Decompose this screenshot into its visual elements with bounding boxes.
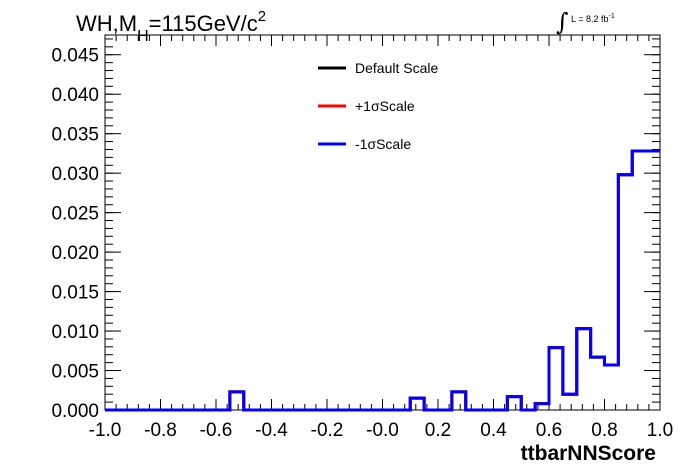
chart-title: WH,MH=115GeV/c2 — [76, 8, 266, 46]
series-group — [105, 149, 660, 412]
x-tick-label: 0.2 — [425, 420, 451, 441]
x-tick-label: 1.0 — [647, 420, 673, 441]
integral-symbol: ∫ — [556, 8, 569, 36]
y-tick-label: 0.005 — [51, 362, 99, 383]
luminosity-text: L = 8.2 fb — [571, 14, 609, 24]
legend-label: -1σScale — [355, 136, 411, 152]
title-prefix: WH,M — [76, 11, 138, 36]
y-tick-label: 0.010 — [51, 322, 99, 343]
luminosity-exponent: -1 — [608, 13, 615, 20]
y-tick-label: 0.025 — [51, 204, 99, 225]
y-tick-label: 0.035 — [51, 125, 99, 146]
axes-group: -1.0 -0.8 -0.6 -0.4 -0.2 -0.0 0.2 0.4 0.6 0.8 1.0 0… — [51, 35, 673, 441]
legend-label: Default Scale — [355, 60, 438, 76]
x-tick-label: 0.6 — [536, 420, 562, 441]
x-tick-label: 0.4 — [480, 420, 507, 441]
y-tick-label: 0.015 — [51, 283, 99, 304]
x-tick-label: -0.2 — [311, 420, 344, 441]
y-tick-label: 0.030 — [51, 164, 99, 185]
x-tick-label: -0.8 — [144, 420, 177, 441]
y-tick-label: 0.000 — [51, 401, 99, 422]
y-tick-label: 0.045 — [51, 46, 99, 67]
legend-label: +1σScale — [355, 98, 415, 114]
legend: Default Scale +1σScale -1σScale — [318, 60, 438, 152]
x-tick-label: -0.0 — [366, 420, 399, 441]
y-tick-label: 0.020 — [51, 243, 99, 264]
y-tick-label: 0.040 — [51, 85, 99, 106]
x-tick-label: -0.6 — [200, 420, 233, 441]
x-tick-label: 0.8 — [591, 420, 617, 441]
x-tick-label: -1.0 — [89, 420, 122, 441]
title-superscript: 2 — [257, 8, 267, 25]
x-axis-title: ttbarNNScore — [520, 442, 656, 465]
title-mid: =115GeV/c — [148, 11, 258, 36]
luminosity-label: ∫ L = 8.2 fb-1 — [556, 8, 615, 36]
x-tick-label: -0.4 — [255, 420, 288, 441]
series-line-2 — [105, 149, 660, 412]
title-subscript: H — [137, 28, 149, 45]
